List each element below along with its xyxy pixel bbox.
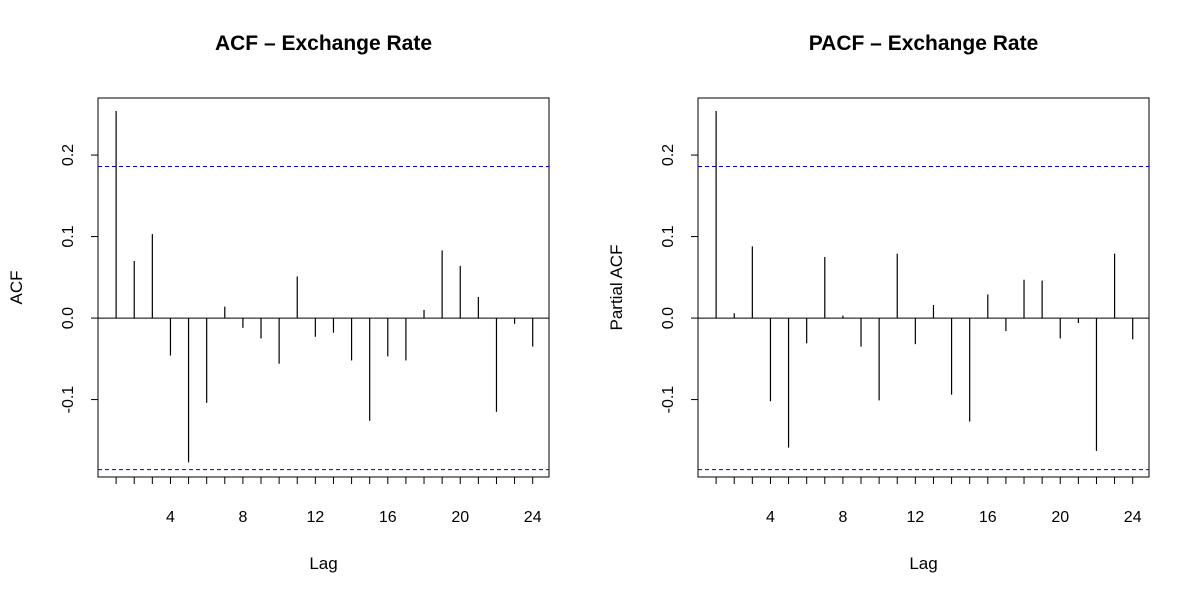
- acf-x-tick-label: 16: [379, 509, 397, 526]
- acf-x-tick-label: 4: [166, 509, 175, 526]
- acf-x-axis-label: Lag: [309, 554, 337, 573]
- acf-y-axis-label: ACF: [7, 271, 26, 305]
- pacf-plot-frame: [697, 97, 1150, 478]
- acf-plot-frame: [97, 97, 550, 478]
- pacf-y-tick-label: -0.1: [660, 386, 677, 414]
- pacf-x-tick-label: 16: [979, 509, 997, 526]
- pacf-y-tick-label: 0.1: [660, 225, 677, 247]
- acf-x-tick-label: 12: [306, 509, 324, 526]
- acf-y-tick-label: 0.0: [60, 307, 77, 329]
- pacf-y-tick-label: 0.0: [660, 307, 677, 329]
- acf-panel: ACF – Exchange Rate 4 8 12 16 20 24 -0.1 0.0 0.1 0…: [7, 32, 550, 573]
- pacf-y-axis-label: Partial ACF: [607, 245, 626, 331]
- acf-title: ACF – Exchange Rate: [215, 32, 432, 55]
- pacf-x-tick-label: 20: [1051, 509, 1069, 526]
- pacf-x-tick-label: 12: [906, 509, 924, 526]
- pacf-x-tick-label: 4: [766, 509, 775, 526]
- pacf-x-tick-label: 24: [1124, 509, 1142, 526]
- pacf-y-tick-label: 0.2: [660, 144, 677, 166]
- acf-y-tick-label: 0.1: [60, 225, 77, 247]
- pacf-x-axis-label: Lag: [909, 554, 937, 573]
- pacf-title: PACF – Exchange Rate: [809, 32, 1039, 55]
- acf-x-tick-label: 20: [451, 509, 469, 526]
- pacf-panel: PACF – Exchange Rate 4 8 12 16 20 24 -0.1 0.0 0.1…: [607, 32, 1150, 573]
- acf-x-tick-label: 24: [524, 509, 542, 526]
- acf-y-tick-label: 0.2: [60, 144, 77, 166]
- pacf-x-tick-label: 8: [838, 509, 847, 526]
- acf-y-tick-label: -0.1: [60, 386, 77, 414]
- acf-x-tick-label: 8: [238, 509, 247, 526]
